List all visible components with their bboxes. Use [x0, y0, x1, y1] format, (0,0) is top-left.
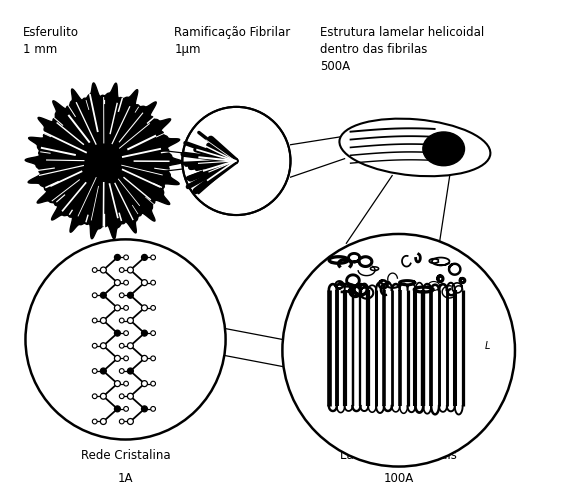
Circle shape [124, 407, 128, 411]
Circle shape [101, 393, 106, 399]
Circle shape [92, 394, 97, 399]
Circle shape [114, 254, 120, 260]
Circle shape [114, 381, 120, 387]
Circle shape [119, 268, 124, 272]
Circle shape [124, 381, 128, 386]
Circle shape [127, 393, 134, 399]
Text: Lamelas Individuais: Lamelas Individuais [340, 449, 457, 462]
Circle shape [92, 318, 97, 323]
Circle shape [101, 368, 106, 374]
Circle shape [127, 318, 134, 323]
Circle shape [114, 330, 120, 336]
Circle shape [101, 293, 106, 298]
Text: 1A: 1A [118, 472, 133, 485]
Circle shape [182, 107, 290, 215]
Circle shape [127, 267, 134, 273]
Circle shape [150, 331, 156, 336]
Circle shape [92, 268, 97, 272]
Circle shape [124, 356, 128, 361]
Text: Ramificação Fibrilar
1μm: Ramificação Fibrilar 1μm [174, 26, 290, 56]
Circle shape [92, 368, 97, 373]
Circle shape [142, 381, 148, 387]
Circle shape [142, 355, 148, 361]
Text: L: L [485, 341, 490, 351]
Polygon shape [25, 83, 182, 239]
Circle shape [150, 407, 156, 411]
Text: Estrutura lamelar helicoidal
dentro das fibrilas
500A: Estrutura lamelar helicoidal dentro das … [320, 26, 485, 73]
Circle shape [150, 280, 156, 285]
Circle shape [119, 293, 124, 297]
Circle shape [114, 305, 120, 311]
Circle shape [114, 406, 120, 412]
Circle shape [101, 267, 106, 273]
Circle shape [142, 406, 148, 412]
Circle shape [142, 305, 148, 311]
Circle shape [124, 280, 128, 285]
Circle shape [114, 355, 120, 361]
Circle shape [119, 318, 124, 323]
Circle shape [124, 331, 128, 336]
Circle shape [142, 280, 148, 286]
Circle shape [150, 381, 156, 386]
Text: Esferulito
1 mm: Esferulito 1 mm [23, 26, 79, 56]
Circle shape [142, 254, 148, 260]
Circle shape [150, 356, 156, 361]
Circle shape [150, 255, 156, 260]
Circle shape [119, 394, 124, 399]
Circle shape [124, 255, 128, 260]
Text: Rede Cristalina: Rede Cristalina [81, 449, 170, 462]
Circle shape [282, 234, 515, 466]
Circle shape [101, 318, 106, 323]
Circle shape [127, 418, 134, 424]
Circle shape [92, 343, 97, 348]
Circle shape [26, 240, 225, 440]
Circle shape [119, 368, 124, 373]
Circle shape [142, 330, 148, 336]
Ellipse shape [339, 119, 490, 176]
Circle shape [150, 305, 156, 310]
Ellipse shape [423, 132, 464, 166]
Circle shape [92, 293, 97, 297]
Circle shape [127, 293, 134, 298]
Text: 100A: 100A [383, 472, 414, 485]
Circle shape [124, 305, 128, 310]
Circle shape [114, 280, 120, 286]
Circle shape [101, 343, 106, 349]
Circle shape [127, 343, 134, 349]
Circle shape [92, 419, 97, 424]
Circle shape [119, 343, 124, 348]
Circle shape [101, 418, 106, 424]
Circle shape [127, 368, 134, 374]
Circle shape [119, 419, 124, 424]
